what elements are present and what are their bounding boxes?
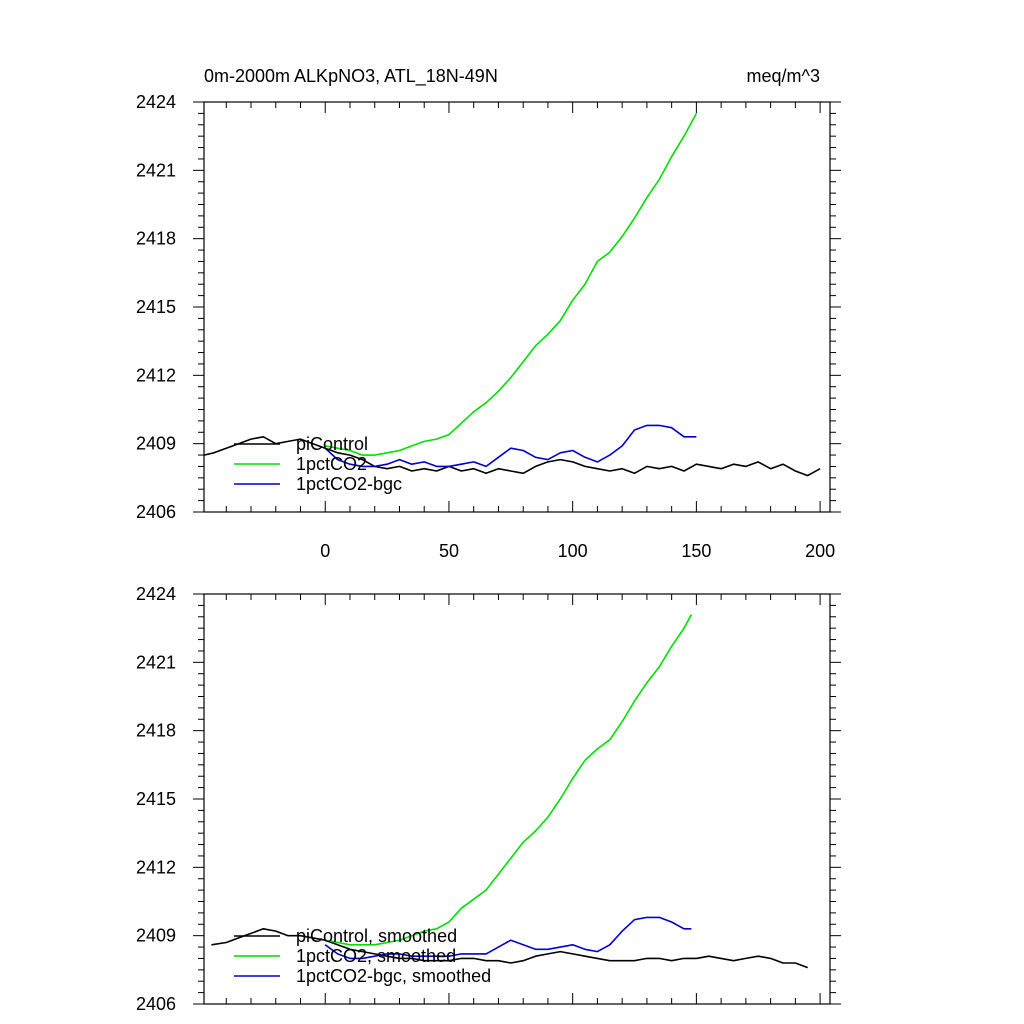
panel2-y-tick-label: 2415 [136,789,176,809]
panel2-y-tick-label: 2412 [136,857,176,877]
panel1-x-tick-label: 150 [681,541,711,561]
panel1-y-tick-label: 2421 [136,160,176,180]
panel1-legend-label: 1pctCO2-bgc [296,474,402,494]
chart-title: 0m-2000m ALKpNO3, ATL_18N-49N [204,66,498,87]
panel1-y-tick-label: 2409 [136,434,176,454]
panel1-x-tick-label: 50 [439,541,459,561]
units-label: meq/m^3 [747,66,820,86]
panel1-legend-label: 1pctCO2 [296,454,367,474]
panel2-series-1-line [211,927,808,969]
panel1-y-tick-label: 2424 [136,92,176,112]
panel1-series-2-line [325,113,698,456]
panel2-legend-label: piControl, smoothed [296,926,457,946]
panel1-legend-label: piControl [296,434,368,454]
panel1-y-tick-label: 2406 [136,502,176,522]
panel1-x-tick-label: 100 [558,541,588,561]
panel1-y-tick-label: 2412 [136,365,176,385]
panel2-y-tick-label: 2418 [136,721,176,741]
panel2-legend-label: 1pctCO2, smoothed [296,946,456,966]
panel1-series-1-line [203,435,821,477]
panel1-y-tick-label: 2418 [136,229,176,249]
panel1-x-tick-label: 0 [320,541,330,561]
panel2-y-tick-label: 2421 [136,652,176,672]
panel2-y-tick-label: 2409 [136,926,176,946]
panel2-y-tick-label: 2424 [136,584,176,604]
panel2-series-2-line [325,614,693,946]
panel2-y-tick-label: 2406 [136,994,176,1014]
panel2-series-3-line [324,916,692,960]
panel2-legend-label: 1pctCO2-bgc, smoothed [296,966,491,986]
panel1-y-tick-label: 2415 [136,297,176,317]
panel1-series-3-line [324,424,697,468]
panel1-x-tick-label: 200 [805,541,835,561]
